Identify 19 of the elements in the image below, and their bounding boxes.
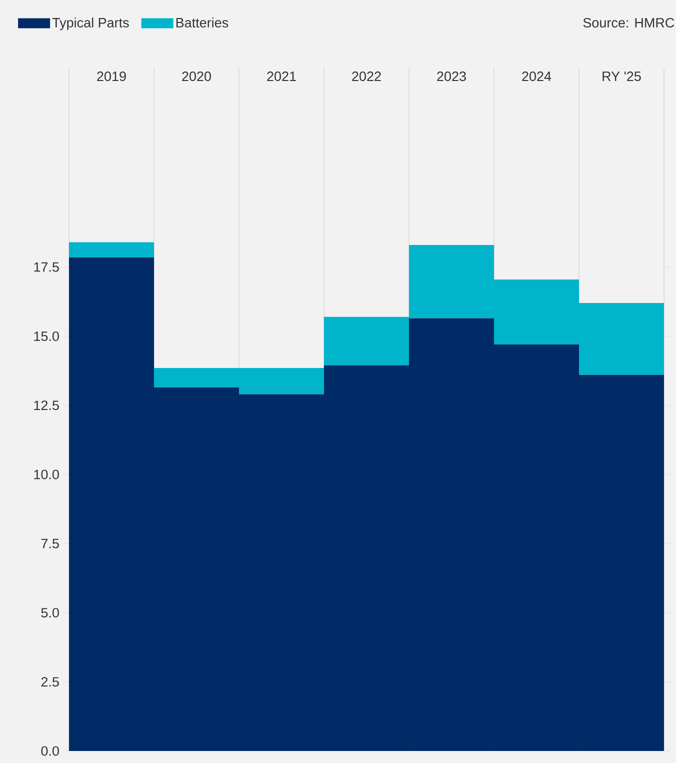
source-note: Source: HMRC xyxy=(583,18,674,28)
x-tick-label: 2024 xyxy=(522,72,552,82)
y-tick-label: 12.5 xyxy=(34,400,59,410)
y-tick-label: 2.5 xyxy=(41,677,59,687)
y-tick-label: 7.5 xyxy=(41,538,59,548)
y-tick-label: 0.0 xyxy=(41,746,59,756)
x-tick-label: RY '25 xyxy=(602,72,641,82)
x-tick-label: 2022 xyxy=(352,72,381,82)
x-tick-label: 2021 xyxy=(267,72,296,82)
y-tick-label: 15.0 xyxy=(34,331,59,341)
bar xyxy=(69,242,154,258)
legend-label: Typical Parts xyxy=(52,18,129,30)
x-tick-label: 2020 xyxy=(182,72,211,82)
legend-label: Batteries xyxy=(176,18,228,28)
x-tick-label: 2023 xyxy=(437,72,466,82)
y-tick-label: 10.0 xyxy=(34,470,59,480)
x-tick-label: 2019 xyxy=(97,72,126,82)
y-tick-label: 17.5 xyxy=(34,262,59,272)
y-tick-label: 5.0 xyxy=(41,608,59,618)
